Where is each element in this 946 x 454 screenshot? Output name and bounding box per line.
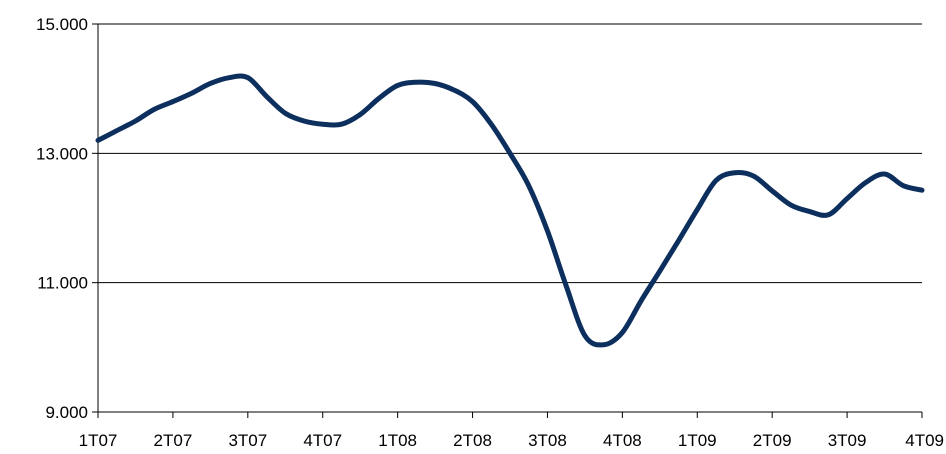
series-group xyxy=(95,73,925,348)
x-tick-label: 1T07 xyxy=(79,431,118,450)
y-tick-label: 9.000 xyxy=(45,403,88,422)
x-tick-label: 1T09 xyxy=(678,431,717,450)
x-tick-label: 2T08 xyxy=(453,431,492,450)
x-tick-label: 3T08 xyxy=(528,431,567,450)
x-tick-label: 2T07 xyxy=(154,431,193,450)
y-axis: 9.000 11.000 13.000 15.000 xyxy=(36,15,99,422)
x-tick-label: 4T08 xyxy=(603,431,642,450)
y-tick-label: 13.000 xyxy=(36,144,88,163)
series-line-0 xyxy=(95,73,925,348)
x-tick-label: 2T09 xyxy=(753,431,792,450)
x-axis: 1T07 2T07 3T07 4T07 1T08 2T08 3T08 4T08 1T09 2T09… xyxy=(79,411,944,450)
x-tick-label: 4T07 xyxy=(303,431,342,450)
x-tick-label: 3T09 xyxy=(828,431,867,450)
y-tick-label: 11.000 xyxy=(37,274,88,293)
x-tick-label: 4T09 xyxy=(905,431,944,450)
x-tick-label: 3T07 xyxy=(228,431,267,450)
y-tick-label: 15.000 xyxy=(36,15,88,34)
x-tick-label: 1T08 xyxy=(378,431,417,450)
